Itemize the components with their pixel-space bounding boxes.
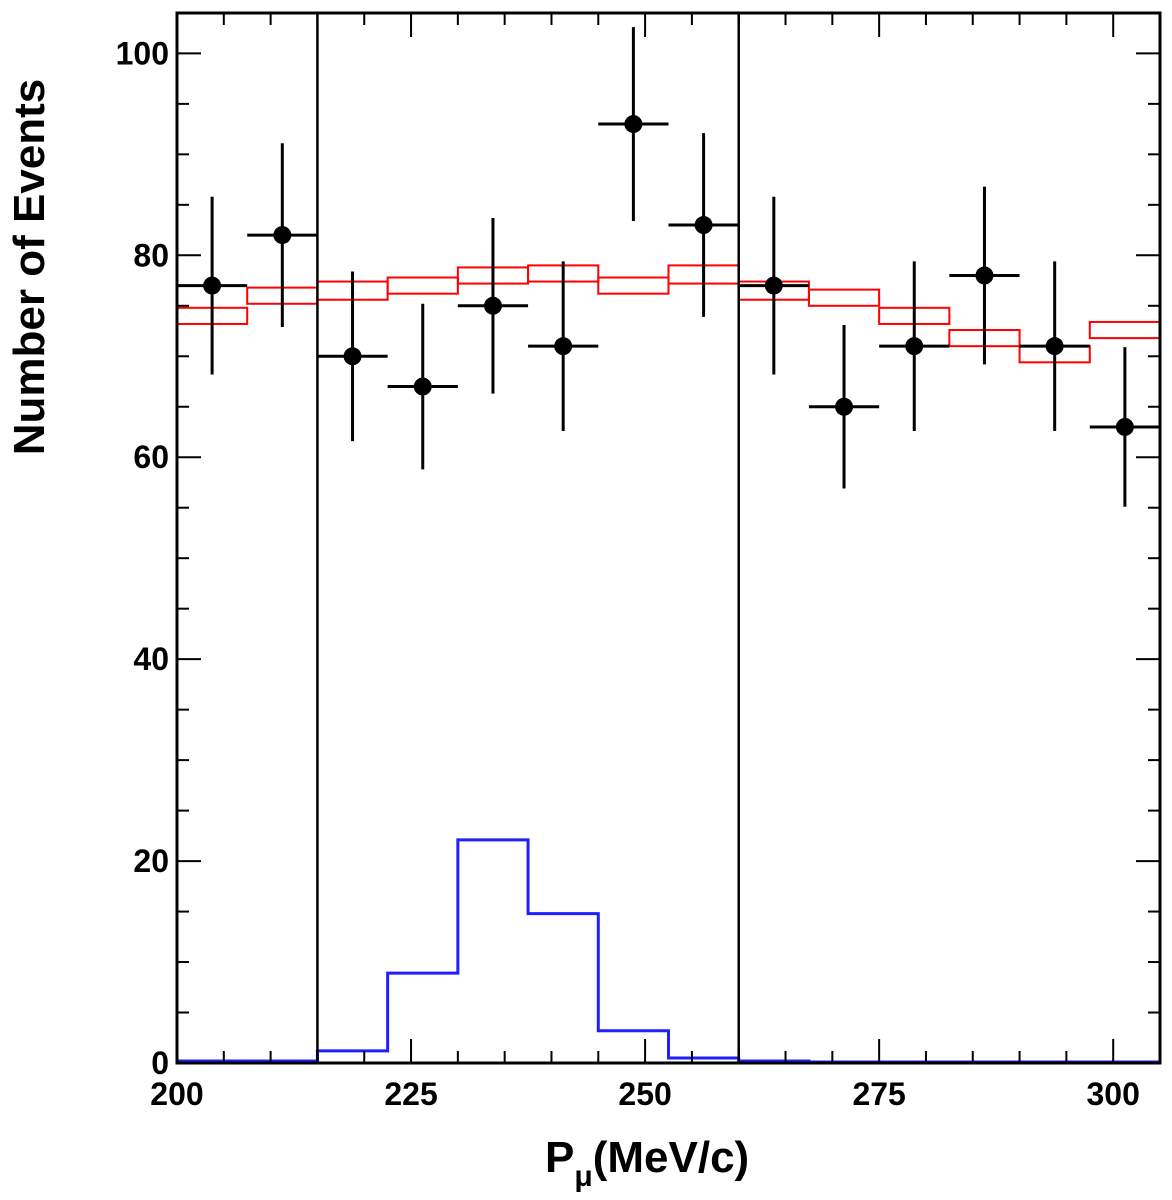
y-tick-label: 80 [133, 237, 169, 273]
data-point [317, 271, 388, 442]
data-point-marker [1045, 337, 1064, 356]
y-tick-label: 20 [133, 843, 169, 879]
data-point-marker [764, 276, 783, 295]
data-point-marker [975, 266, 994, 285]
data-point-marker [694, 216, 713, 235]
data-point [1019, 261, 1090, 431]
data-point-marker [554, 337, 573, 356]
data-point-marker [1115, 417, 1134, 436]
x-tick-label: 275 [852, 1076, 905, 1112]
plot-area [176, 13, 1162, 1064]
data-point-marker [273, 226, 292, 245]
y-tick-label: 60 [133, 439, 169, 475]
data-point [949, 186, 1020, 365]
x-axis-title-main: P [545, 1133, 574, 1182]
x-axis-title: Pμ(MeV/c) [545, 1133, 749, 1193]
data-point [598, 27, 669, 221]
x-tick-label: 200 [150, 1076, 203, 1112]
axes: 0 20 40 60 80 100 200 225 250 275 300 [116, 11, 1162, 1112]
x-axis-title-subscript: μ [574, 1160, 592, 1193]
y-tick-label: 40 [133, 641, 169, 677]
y-axis-title: Number of Events [5, 79, 54, 456]
y-tick-label: 100 [116, 35, 169, 71]
data-point [738, 196, 809, 375]
data-point [1089, 347, 1160, 507]
data-point-marker [624, 115, 643, 134]
data-point-marker [835, 397, 854, 416]
background-band-bin [386, 276, 459, 295]
data-point [457, 217, 529, 394]
data-point-marker [343, 347, 362, 366]
data-point-marker [905, 337, 924, 356]
signal-histogram-line [177, 838, 1160, 1064]
data-point [808, 324, 880, 489]
background-band-bin [1088, 320, 1162, 340]
data-point [528, 261, 599, 431]
data-point-marker [203, 276, 222, 295]
background-band-bin [807, 288, 881, 307]
x-tick-label: 225 [384, 1076, 437, 1112]
data-point [177, 196, 248, 375]
data-point-marker [483, 296, 502, 315]
data-point-marker [413, 377, 432, 396]
data-point [879, 261, 950, 431]
data-point [247, 143, 318, 327]
x-axis-title-units: (MeV/c) [593, 1133, 749, 1182]
data-point [668, 133, 739, 317]
data-point [387, 303, 458, 470]
background-band-bin [597, 276, 670, 295]
x-tick-label: 250 [618, 1076, 671, 1112]
plot-frame [175, 11, 1162, 1065]
y-tick-label: 0 [151, 1045, 169, 1081]
x-tick-label: 300 [1086, 1076, 1139, 1112]
